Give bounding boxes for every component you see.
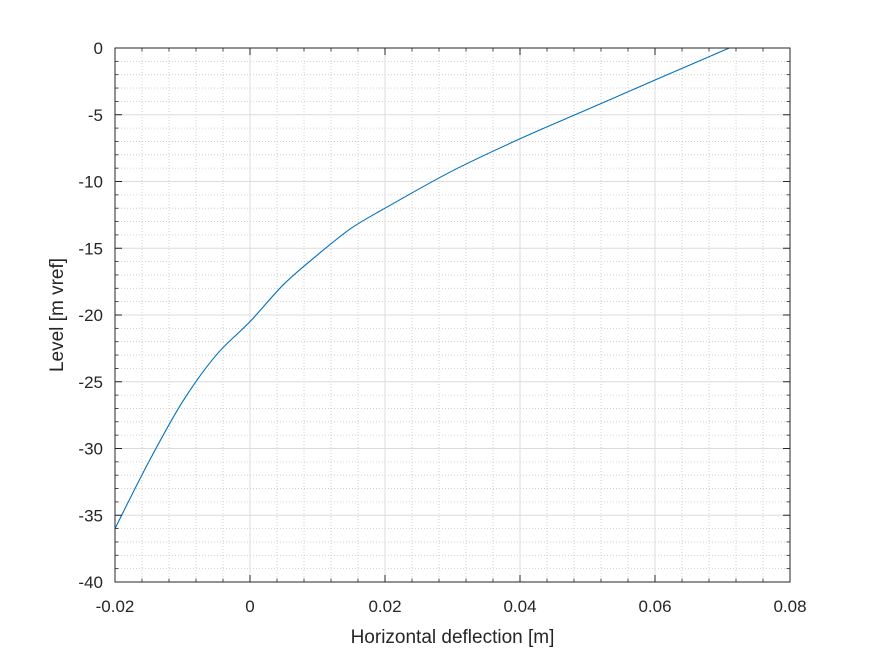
x-tick-label: 0 [245,597,254,616]
y-tick-label: -5 [88,106,103,125]
x-axis-label: Horizontal deflection [m] [351,627,555,648]
y-tick-label: -20 [78,306,103,325]
series-layer [114,47,730,529]
x-tick-label: 0.04 [503,597,536,616]
x-tick-label: 0.08 [773,597,806,616]
y-axis-label: Level [m vref] [47,258,68,372]
y-tick-label: -40 [78,573,103,592]
x-tick-label: 0.02 [368,597,401,616]
y-tick-label: 0 [94,39,103,58]
y-tick-label: -10 [78,173,103,192]
y-tick-label: -25 [78,373,103,392]
tick-marks [114,47,791,583]
y-tick-labels: 0 -5 -10 -15 -20 -25 -30 -35 -40 [78,39,103,592]
x-tick-label: -0.02 [96,597,135,616]
y-tick-label: -35 [78,506,103,525]
x-tick-labels: -0.02 0 0.02 0.04 0.06 0.08 [96,597,807,616]
y-tick-label: -30 [78,440,103,459]
deflection-series-line [114,47,730,529]
y-tick-label: -15 [78,239,103,258]
x-tick-label: 0.06 [638,597,671,616]
